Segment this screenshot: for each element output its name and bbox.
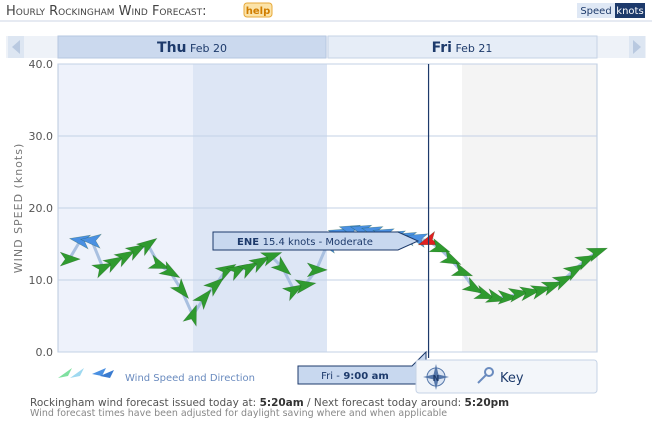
- wind-arrow: [135, 237, 158, 257]
- wind-arrow: [90, 262, 114, 279]
- y-tick-label: 20.0: [29, 202, 54, 215]
- key-label[interactable]: Key: [500, 371, 524, 386]
- cursor-label: Fri - 9:00 am: [321, 369, 389, 382]
- key-icon[interactable]: [477, 367, 494, 384]
- wind-arrow: [585, 247, 609, 263]
- wind-arrow: [497, 289, 519, 305]
- unit-knots[interactable]: [615, 3, 645, 18]
- unit-knots-label[interactable]: knots: [616, 6, 643, 17]
- key-panel[interactable]: [415, 359, 598, 394]
- footer-line: Rockingham wind forecast issued today at…: [30, 397, 509, 409]
- wind-arrow: [225, 264, 248, 282]
- compass: [423, 364, 449, 390]
- wind-arrow: [573, 254, 597, 271]
- y-tick-label: 40.0: [29, 58, 54, 71]
- day-label: Fri Feb 21: [432, 40, 493, 56]
- wind-arrow: [79, 233, 102, 249]
- wind-arrow: [147, 254, 171, 269]
- unit-speed-label[interactable]: Speed: [580, 6, 611, 17]
- y-tick-label: 10.0: [29, 274, 54, 287]
- wind-arrow: [450, 261, 474, 277]
- wind-arrow: [182, 304, 197, 327]
- wind-arrow: [461, 276, 484, 294]
- unit-speed[interactable]: [577, 3, 615, 18]
- wind-arrow: [551, 275, 574, 291]
- help-badge[interactable]: [243, 2, 273, 18]
- tooltip: [212, 231, 420, 251]
- wind-arrow: [102, 256, 125, 274]
- wind-arrow: [473, 284, 496, 300]
- wind-arrow: [484, 288, 508, 303]
- wind-arrow: [306, 262, 329, 278]
- wind-arrow: [236, 261, 260, 280]
- wind-arrow: [202, 277, 225, 297]
- wind-arrow: [529, 285, 553, 300]
- day-header[interactable]: [327, 35, 598, 59]
- wind-arrow: [259, 252, 283, 267]
- tooltip-text: ENE 15.4 knots - Moderate: [237, 235, 373, 248]
- wind-arrow: [428, 237, 451, 253]
- wind-arrow: [518, 286, 542, 302]
- wind-arrow: [562, 264, 585, 282]
- wind-arrow: [294, 279, 317, 295]
- wind-arrow: [113, 250, 136, 268]
- wind-arrow: [507, 287, 530, 303]
- wind-arrow: [248, 256, 271, 274]
- compass-label: N: [433, 374, 440, 383]
- wind-arrow: [270, 255, 292, 276]
- wind-arrow: [124, 243, 147, 262]
- wind-arrow: [439, 248, 462, 265]
- wind-arrow: [540, 281, 564, 297]
- help-label[interactable]: help: [246, 6, 271, 17]
- footer-note: Wind forecast times have been adjusted f…: [30, 408, 447, 419]
- day-label: Thu Feb 20: [157, 40, 227, 56]
- wind-arrow: [281, 284, 304, 302]
- prev-arrow[interactable]: [12, 40, 20, 54]
- day-header[interactable]: [57, 35, 327, 59]
- legend-icon: [58, 368, 114, 378]
- y-tick-label: 30.0: [29, 130, 54, 143]
- title: Hourly Rockingham Wind Forecast:: [6, 4, 206, 19]
- wind-arrow: [192, 288, 212, 311]
- y-tick-label: 0.0: [36, 346, 54, 359]
- wind-arrow: [158, 260, 181, 278]
- next-arrow[interactable]: [633, 40, 641, 54]
- wind-arrow: [169, 277, 190, 300]
- legend-label: Wind Speed and Direction: [125, 373, 255, 384]
- y-axis-label: WIND SPEED (knots): [12, 143, 25, 274]
- wind-arrow: [59, 251, 81, 267]
